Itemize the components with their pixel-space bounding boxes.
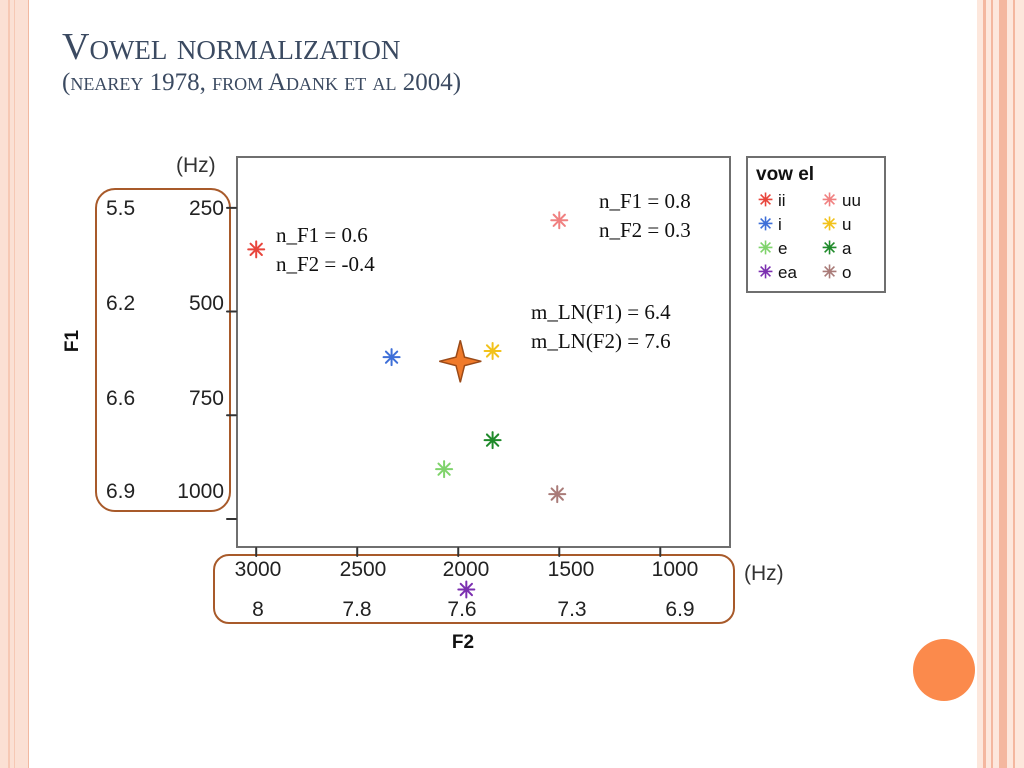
legend-item-ii: ✳ ii	[758, 190, 786, 211]
legend-item-o: ✳ o	[822, 262, 851, 283]
data-point-i	[382, 348, 401, 367]
y-normalized-bracket	[95, 188, 231, 512]
slide-title-block: Vowel normalization (nearey 1978, from A…	[62, 28, 461, 95]
legend-label-a: a	[842, 239, 852, 258]
x-tick-hz: 3000	[234, 558, 282, 581]
legend-label-ea: ea	[778, 263, 797, 282]
x-tick-hz: 2000	[442, 558, 490, 581]
x-tick-norm: 7.8	[342, 598, 372, 621]
data-point-a	[483, 431, 502, 450]
x-tick-hz: 2500	[339, 558, 387, 581]
legend-symbol-uu: ✳	[822, 190, 838, 210]
legend-item-i: ✳ i	[758, 214, 782, 235]
x-tick-norm: 6.9	[665, 598, 695, 621]
y-tick-hz: 500	[188, 292, 224, 315]
annotation-line: m_LN(F2) = 7.6	[531, 329, 671, 353]
legend-item-uu: ✳ uu	[822, 190, 861, 211]
legend-symbol-i: ✳	[758, 214, 774, 234]
x-tick-norm: 7.6	[447, 598, 477, 621]
annotation-line: n_F2 = -0.4	[276, 252, 375, 276]
plot-area	[236, 156, 731, 548]
annotation-line: n_F1 = 0.6	[276, 223, 368, 247]
legend-item-a: ✳ a	[822, 238, 851, 259]
legend-symbol-o: ✳	[822, 262, 838, 282]
x-axis-title: F2	[451, 632, 475, 653]
legend-symbol-u: ✳	[822, 214, 838, 234]
legend-symbol-ii: ✳	[758, 190, 774, 210]
legend-label-u: u	[842, 215, 852, 234]
mean-point-star	[439, 340, 482, 383]
x-tick-norm: 7.3	[557, 598, 587, 621]
y-tick-norm: 6.2	[106, 292, 136, 315]
annotation-uu: n_F1 = 0.8 n_F2 = 0.3	[599, 187, 691, 245]
legend-item-ea: ✳ ea	[758, 262, 797, 283]
x-tick-hz: 1000	[651, 558, 699, 581]
legend-symbol-ea: ✳	[758, 262, 774, 282]
right-decor-band	[977, 0, 1024, 768]
slide-title: Vowel normalization	[62, 26, 401, 68]
annotation-line: n_F2 = 0.3	[599, 218, 691, 242]
legend-label-uu: uu	[842, 191, 861, 210]
data-point-o	[548, 485, 567, 504]
y-tick-norm: 6.6	[106, 387, 136, 410]
annotation-mean: m_LN(F1) = 6.4 m_LN(F2) = 7.6	[531, 298, 671, 356]
y-unit-label: (Hz)	[176, 154, 216, 177]
legend-label-o: o	[842, 263, 852, 282]
x-tick-norm: 8	[252, 598, 264, 621]
x-tick-hz: 1500	[547, 558, 595, 581]
annotation-line: n_F1 = 0.8	[599, 189, 691, 213]
data-point-uu	[550, 211, 569, 230]
data-point-ii	[247, 240, 266, 259]
y-tick-hz: 750	[188, 387, 224, 410]
annotation-ii: n_F1 = 0.6 n_F2 = -0.4	[276, 221, 375, 279]
accent-dot	[913, 639, 975, 701]
x-normalized-bracket	[213, 554, 735, 624]
legend-label-ii: ii	[778, 191, 786, 210]
data-point-e	[435, 460, 454, 479]
legend-label-i: i	[778, 215, 782, 234]
data-point-ea	[457, 580, 476, 599]
legend-title: vow el	[756, 164, 815, 185]
legend: vow el ✳ ii ✳ uu ✳ i ✳ u ✳ e ✳ a ✳ ea ✳ o	[746, 156, 886, 293]
x-unit-label: (Hz)	[744, 562, 784, 585]
legend-symbol-e: ✳	[758, 238, 774, 258]
legend-item-u: ✳ u	[822, 214, 851, 235]
legend-item-e: ✳ e	[758, 238, 787, 259]
slide-subtitle: (nearey 1978, from Adank et al 2004)	[62, 69, 462, 96]
data-point-u	[483, 341, 502, 360]
annotation-line: m_LN(F1) = 6.4	[531, 300, 671, 324]
legend-symbol-a: ✳	[822, 238, 838, 258]
left-decor-band	[0, 0, 29, 768]
legend-label-e: e	[778, 239, 788, 258]
